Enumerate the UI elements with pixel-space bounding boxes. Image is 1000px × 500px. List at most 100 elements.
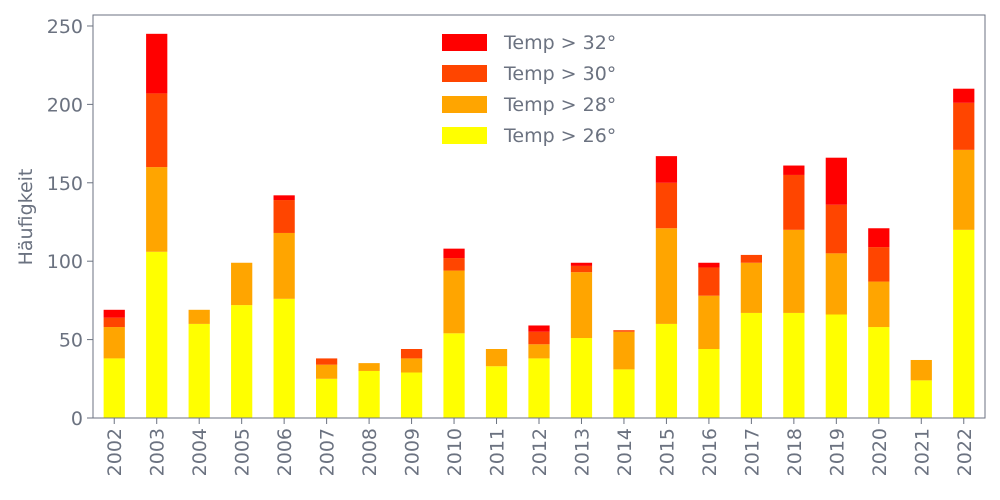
- bar-2022-series-1: [953, 229, 975, 418]
- x-tick-label: 2004: [189, 428, 211, 476]
- bar-2014-series-1: [613, 369, 635, 418]
- bar-2015-series-4: [655, 156, 678, 183]
- y-tick-label: 150: [47, 173, 83, 195]
- x-tick-label: 2014: [614, 428, 636, 476]
- bar-2012-series-1: [528, 358, 550, 418]
- bar-2022-series-3: [953, 102, 975, 150]
- bar-2003-series-2: [146, 167, 168, 252]
- x-tick-label: 2017: [741, 428, 763, 476]
- bar-2009-series-1: [400, 372, 423, 418]
- bar-2004-series-2: [188, 309, 210, 324]
- bar-2019-series-4: [825, 157, 847, 205]
- bar-2008-series-1: [358, 370, 380, 418]
- legend-swatch: [442, 127, 487, 144]
- bar-2007-series-2: [316, 364, 338, 379]
- bar-2015-series-3: [655, 182, 678, 229]
- bar-2021-series-1: [910, 380, 932, 418]
- legend-label: Temp > 28°: [503, 94, 616, 116]
- bar-2016-series-3: [698, 267, 720, 296]
- bar-2007-series-1: [316, 378, 338, 418]
- legend-label: Temp > 26°: [503, 125, 616, 147]
- bar-2015-series-1: [655, 323, 678, 418]
- bar-2021-series-2: [910, 359, 932, 381]
- bar-2009-series-2: [400, 358, 423, 373]
- x-tick-label: 2010: [444, 428, 466, 476]
- legend: Temp > 32° Temp > 30° Temp > 28° Temp > 26°: [442, 32, 616, 147]
- y-tick-label: 0: [71, 408, 83, 430]
- bar-2022-series-2: [953, 149, 975, 230]
- bar-2003-series-1: [146, 251, 168, 418]
- x-tick-label: 2009: [402, 428, 424, 476]
- bar-2015-series-2: [655, 228, 678, 324]
- x-tick-label: 2019: [826, 428, 848, 476]
- bar-2016-series-2: [698, 295, 720, 350]
- x-tick-label: 2012: [529, 428, 551, 476]
- x-tick-label: 2006: [274, 428, 296, 476]
- bar-2020-series-2: [868, 281, 890, 328]
- bar-2010-series-3: [443, 258, 465, 271]
- x-tick-label: 2020: [869, 428, 891, 476]
- bar-2020-series-1: [868, 327, 890, 418]
- bar-2022-series-4: [953, 88, 975, 103]
- legend-label: Temp > 30°: [503, 63, 616, 85]
- legend-label: Temp > 32°: [503, 32, 616, 54]
- bar-2013-series-1: [570, 338, 593, 418]
- x-tick-label: 2022: [954, 428, 976, 476]
- bar-2017-series-2: [740, 262, 762, 313]
- bar-2002-series-4: [103, 309, 125, 318]
- y-tick-label: 250: [47, 16, 83, 38]
- x-axis-ticks: 2002 2003 2004 2005 2006 2007 2008 2009 2010 2011…: [104, 418, 976, 476]
- bar-2005-series-2: [231, 262, 253, 306]
- x-tick-label: 2005: [232, 428, 254, 476]
- legend-swatch: [442, 65, 487, 82]
- bar-2009-series-3: [400, 349, 423, 359]
- x-tick-label: 2021: [911, 428, 933, 476]
- bar-2018-series-2: [783, 229, 805, 313]
- bar-2012-series-4: [528, 325, 550, 332]
- bar-2016-series-4: [698, 262, 720, 268]
- bar-2010-series-2: [443, 270, 465, 334]
- bar-2006-series-4: [273, 195, 295, 201]
- x-tick-label: 2008: [359, 428, 381, 476]
- bar-2008-series-2: [358, 363, 380, 371]
- x-tick-label: 2016: [699, 428, 721, 476]
- x-tick-label: 2002: [104, 428, 126, 476]
- bar-2017-series-3: [740, 254, 762, 263]
- x-tick-label: 2015: [656, 428, 678, 476]
- bar-2013-series-4: [570, 262, 593, 266]
- bar-2011-series-2: [485, 349, 508, 367]
- y-axis-label: Häufigkeit: [15, 169, 37, 266]
- bar-2005-series-1: [231, 305, 253, 418]
- bar-2002-series-1: [103, 358, 125, 418]
- y-tick-label: 100: [47, 251, 83, 273]
- bar-2003-series-3: [146, 93, 168, 168]
- bar-2010-series-4: [443, 248, 465, 259]
- plot-frame: [92, 14, 986, 419]
- bar-2019-series-3: [825, 204, 847, 254]
- bar-2017-series-1: [740, 312, 762, 418]
- y-tick-label: 200: [47, 94, 83, 116]
- x-tick-label: 2007: [317, 428, 339, 476]
- x-tick-label: 2011: [487, 428, 509, 476]
- bar-2016-series-1: [698, 349, 720, 418]
- bar-2014-series-3: [613, 330, 635, 332]
- bar-2020-series-3: [868, 247, 890, 282]
- bar-2013-series-3: [570, 265, 593, 273]
- bar-2002-series-3: [103, 317, 125, 328]
- bar-2018-series-1: [783, 312, 805, 418]
- y-tick-label: 50: [59, 330, 83, 352]
- x-tick-label: 2018: [784, 428, 806, 476]
- y-axis-ticks: 0 50 100 150 200 250: [47, 16, 93, 430]
- bar-2012-series-2: [528, 344, 550, 359]
- legend-swatch: [442, 96, 487, 113]
- legend-swatch: [442, 34, 487, 51]
- bar-2010-series-1: [443, 333, 465, 418]
- bar-2019-series-1: [825, 314, 847, 418]
- bar-2006-series-2: [273, 232, 295, 299]
- bar-2006-series-3: [273, 200, 295, 233]
- bar-2018-series-4: [783, 165, 805, 175]
- bars-layer: [103, 33, 975, 418]
- bar-2003-series-4: [146, 33, 168, 94]
